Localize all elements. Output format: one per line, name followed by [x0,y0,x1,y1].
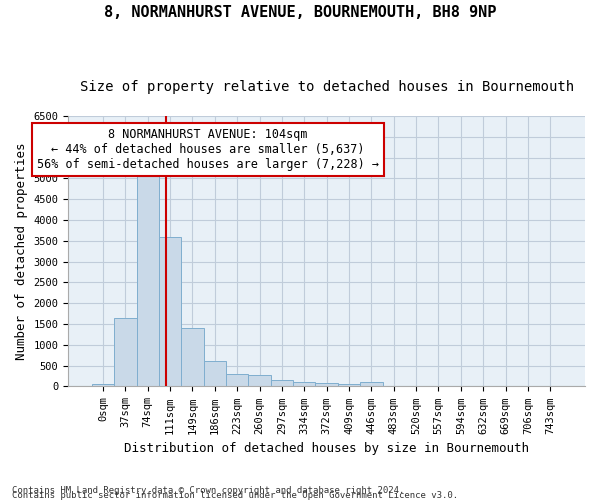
Bar [92,384,114,386]
Text: Contains HM Land Registry data © Crown copyright and database right 2024.: Contains HM Land Registry data © Crown c… [12,486,404,495]
Text: Contains public sector information licensed under the Open Government Licence v3: Contains public sector information licen… [12,490,458,500]
Bar [293,382,316,386]
Text: 8 NORMANHURST AVENUE: 104sqm
← 44% of detached houses are smaller (5,637)
56% of: 8 NORMANHURST AVENUE: 104sqm ← 44% of de… [37,128,379,171]
Bar [181,328,203,386]
Bar [137,176,159,386]
Title: Size of property relative to detached houses in Bournemouth: Size of property relative to detached ho… [80,80,574,94]
Bar [159,236,181,386]
Bar [248,375,271,386]
Bar [203,361,226,386]
X-axis label: Distribution of detached houses by size in Bournemouth: Distribution of detached houses by size … [124,442,529,455]
Bar [114,318,137,386]
Bar [271,380,293,386]
Y-axis label: Number of detached properties: Number of detached properties [15,142,28,360]
Bar [338,384,360,386]
Bar [316,384,338,386]
Bar [360,382,383,386]
Bar [226,374,248,386]
Text: 8, NORMANHURST AVENUE, BOURNEMOUTH, BH8 9NP: 8, NORMANHURST AVENUE, BOURNEMOUTH, BH8 … [104,5,496,20]
